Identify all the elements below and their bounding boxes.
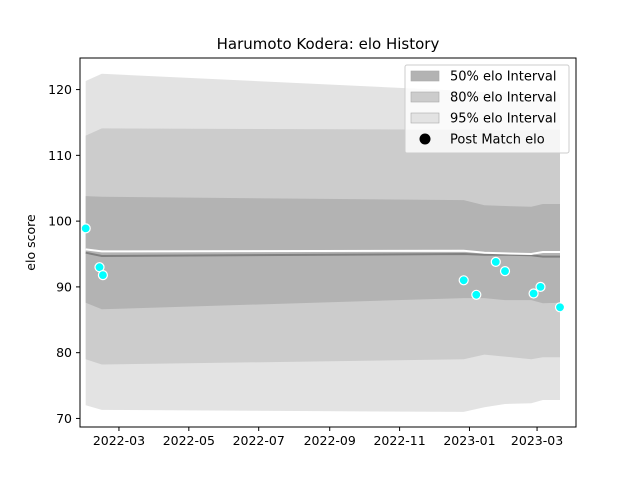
post-match-points — [80, 223, 566, 313]
legend-marker-post-match — [419, 133, 431, 145]
median-elo-line — [85, 248, 560, 256]
post-match-point — [490, 256, 501, 267]
post-match-point — [554, 302, 566, 313]
legend: 50% elo Interval 80% elo Interval 95% elo … — [404, 64, 570, 154]
x-tick-label: 2023-03 — [511, 433, 563, 448]
y-axis-label: elo score — [23, 214, 38, 271]
legend-label: 80% elo Interval — [450, 91, 557, 106]
x-tick-label: 2023-01 — [443, 433, 495, 448]
y-tick-label: 90 — [56, 279, 72, 294]
chart-title: Harumoto Kodera: elo History — [217, 35, 440, 53]
post-match-point — [471, 289, 482, 300]
legend-frame — [404, 64, 570, 154]
x-tick-label: 2022-09 — [304, 433, 356, 448]
legend-label: 95% elo Interval — [450, 112, 557, 127]
y-tick-label: 80 — [56, 345, 72, 360]
post-match-point — [499, 266, 511, 277]
mean-elo-line — [85, 251, 560, 258]
plot-frame — [79, 57, 577, 428]
legend-swatch-band-50 — [410, 70, 440, 82]
y-tick-label: 70 — [56, 411, 72, 426]
x-tick-label: 2022-03 — [93, 433, 145, 448]
y-axis-ticks: 70 80 90 100 110 120 — [48, 82, 80, 426]
post-match-point — [80, 223, 91, 234]
x-tick-label: 2022-05 — [163, 433, 215, 448]
legend-swatch-band-80 — [410, 91, 440, 103]
x-tick-label: 2022-07 — [233, 433, 285, 448]
post-match-point — [528, 288, 539, 299]
legend-swatch-band-95 — [410, 112, 440, 124]
post-match-point — [97, 270, 109, 281]
elo-lines — [85, 248, 560, 258]
legend-label: 50% elo Interval — [450, 70, 557, 85]
x-tick-label: 2022-11 — [373, 433, 425, 448]
post-match-point — [535, 281, 546, 292]
interval-bands — [85, 73, 560, 412]
y-tick-label: 110 — [48, 148, 72, 163]
band-50-interval — [85, 196, 560, 310]
y-tick-label: 120 — [48, 82, 72, 97]
post-match-point — [458, 275, 469, 286]
x-axis-ticks: 2022-03 2022-05 2022-07 2022-09 2022-11 2023-… — [93, 427, 563, 448]
legend-label: Post Match elo — [450, 133, 545, 148]
y-tick-label: 100 — [48, 214, 72, 229]
